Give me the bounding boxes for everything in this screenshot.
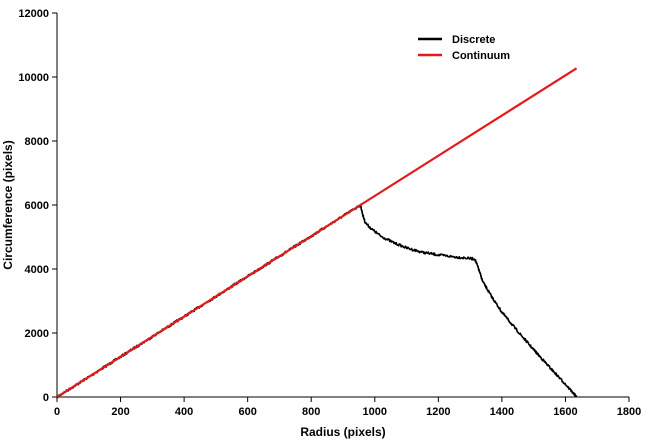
y-tick-label: 0 (43, 392, 49, 404)
x-tick-label: 1600 (553, 406, 577, 418)
y-tick-label: 8000 (25, 136, 49, 148)
legend-label-continuum: Continuum (452, 50, 510, 62)
series-layer (56, 67, 578, 399)
x-tick-label: 400 (175, 406, 193, 418)
y-axis-title: Circumference (pixels) (1, 140, 15, 269)
y-tick-label: 12000 (18, 8, 49, 20)
x-tick-label: 600 (238, 406, 256, 418)
axes: 0 200 400 600 800 1000 1200 1400 1600 1800 0 2000 40… (18, 8, 641, 418)
y-tick-label: 10000 (18, 72, 49, 84)
series-line-continuum (56, 67, 578, 398)
legend: Discrete Continuum (418, 34, 510, 62)
legend-label-discrete: Discrete (452, 34, 495, 46)
y-tick-label: 4000 (25, 264, 49, 276)
x-tick-label: 800 (302, 406, 320, 418)
x-tick-label: 1400 (490, 406, 514, 418)
x-axis-title: Radius (pixels) (300, 425, 385, 439)
x-tick-label: 200 (111, 406, 129, 418)
x-tick-label: 1800 (617, 406, 641, 418)
x-tick-label: 0 (54, 406, 60, 418)
x-tick-label: 1000 (363, 406, 387, 418)
y-tick-label: 6000 (25, 200, 49, 212)
x-tick-label: 1200 (426, 406, 450, 418)
y-tick-label: 2000 (25, 328, 49, 340)
